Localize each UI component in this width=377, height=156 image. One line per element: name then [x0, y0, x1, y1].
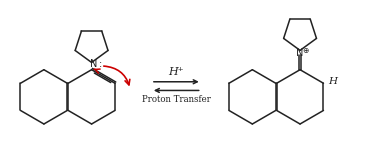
- Text: :: :: [99, 59, 102, 69]
- Text: Proton Transfer: Proton Transfer: [142, 95, 211, 104]
- Text: N: N: [296, 48, 303, 58]
- Text: ⊕: ⊕: [302, 46, 308, 55]
- Text: H⁺: H⁺: [169, 67, 184, 77]
- Text: N: N: [90, 59, 97, 69]
- Text: H: H: [328, 77, 337, 86]
